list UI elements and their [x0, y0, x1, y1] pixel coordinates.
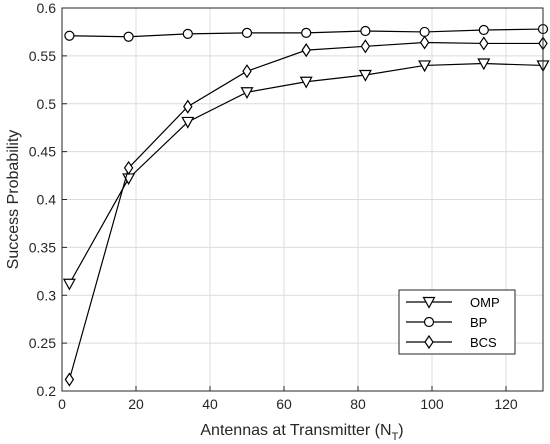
y-axis-label: Success Probability	[5, 130, 22, 270]
data-point-bcs	[301, 43, 311, 58]
y-tick-label: 0.45	[29, 144, 56, 160]
x-tick-label: 80	[350, 396, 366, 412]
data-point-bcs	[419, 35, 430, 50]
series-layer	[62, 23, 550, 387]
data-point-bcs	[360, 39, 371, 54]
data-point-bp	[360, 25, 371, 37]
legend-label-omp: OMP	[470, 295, 500, 310]
x-axis-label-subscript: T	[392, 431, 399, 443]
data-point-bcs	[123, 160, 134, 175]
x-tick-label: 60	[276, 396, 292, 412]
data-point-bp	[182, 28, 193, 39]
data-point-bcs	[64, 372, 75, 387]
legend-label-bp: BP	[470, 315, 487, 330]
legend-label-bcs: BCS	[470, 335, 497, 350]
y-tick-label: 0.5	[37, 96, 57, 112]
legend-marker-bcs	[424, 334, 434, 350]
data-point-bp	[123, 31, 134, 42]
legend-item-bcs: BCS	[406, 334, 497, 350]
x-axis-label-end: )	[398, 422, 403, 439]
x-tick-label: 0	[58, 396, 66, 412]
y-tick-label: 0.6	[37, 0, 57, 16]
data-point-omp	[299, 76, 313, 89]
y-tick-label: 0.25	[29, 335, 56, 351]
data-point-omp	[181, 116, 195, 129]
data-point-omp	[477, 58, 491, 71]
legend-item-bp: BP	[406, 315, 487, 330]
series-bp	[64, 23, 549, 42]
data-point-bp	[478, 24, 489, 36]
data-point-bp	[64, 30, 75, 41]
data-point-bp	[301, 27, 312, 38]
x-tick-label: 20	[128, 396, 144, 412]
data-point-bcs	[183, 99, 193, 114]
data-point-bcs	[242, 64, 252, 79]
axis-ticks: 0 20 40 60 80 100 120 0.2 0.25 0.3 0.35 0.4 0.45 0.5 0…	[29, 0, 518, 412]
y-tick-label: 0.3	[37, 287, 57, 303]
legend-items: OMP BP BCS	[406, 295, 500, 350]
y-tick-label: 0.35	[29, 239, 56, 255]
legend: OMP BP BCS	[398, 289, 516, 355]
legend-marker-bp	[423, 316, 435, 328]
y-tick-label: 0.55	[29, 48, 56, 64]
legend-item-omp: OMP	[406, 295, 500, 310]
data-point-omp	[62, 278, 76, 291]
y-tick-label: 0.2	[37, 383, 57, 399]
data-point-bcs	[479, 36, 489, 51]
data-point-bp	[419, 26, 430, 38]
x-tick-label: 100	[420, 396, 444, 412]
series-bcs	[64, 35, 548, 387]
x-tick-label: 120	[494, 396, 518, 412]
data-point-omp	[358, 69, 372, 82]
data-point-omp	[418, 60, 432, 73]
x-axis-label-main: Antennas at Transmitter (N	[200, 422, 391, 439]
x-tick-label: 40	[202, 396, 218, 412]
y-tick-label: 0.4	[37, 192, 57, 208]
data-point-omp	[240, 87, 254, 100]
series-omp	[62, 58, 550, 291]
x-axis-label: Antennas at Transmitter (NT)	[200, 422, 403, 443]
data-point-bp	[241, 27, 253, 38]
legend-marker-omp	[422, 296, 436, 309]
